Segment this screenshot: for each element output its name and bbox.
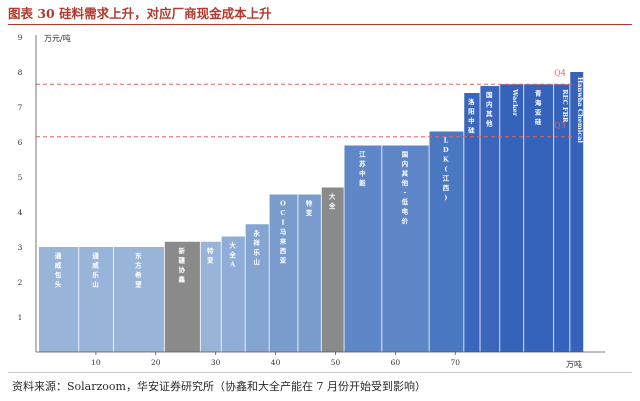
bar-label: 通威乐山 bbox=[92, 251, 99, 289]
bar-1 bbox=[38, 247, 79, 352]
bar-label: Hanwha Chemical bbox=[576, 77, 584, 143]
bar-label: 大全 A bbox=[228, 241, 236, 269]
bar-11 bbox=[344, 145, 382, 352]
x-tick-label: 40 bbox=[271, 358, 281, 367]
bar-9 bbox=[298, 194, 321, 352]
bar-label: L D K (江西) bbox=[443, 137, 450, 202]
reference-label: Q3 bbox=[554, 121, 566, 130]
bar-15 bbox=[480, 86, 500, 352]
bar-8 bbox=[269, 194, 298, 352]
bar-label: 国内其他 bbox=[485, 90, 493, 128]
x-tick-label: 30 bbox=[211, 358, 221, 367]
bar-label: REC FBR bbox=[561, 89, 569, 123]
reference-lines-layer: Q4 Q3 bbox=[36, 68, 575, 138]
bar-label: 江苏中能 bbox=[359, 150, 366, 188]
source-note: 资料来源：Solarzoom，华安证券研究所（协鑫和大全产能在 7 月份开始受到… bbox=[12, 380, 426, 393]
title-divider bbox=[8, 24, 632, 25]
y-axis-label: 万元/吨 bbox=[44, 33, 71, 43]
y-ticks-layer: 1 2 3 4 5 6 7 8 9 bbox=[18, 33, 23, 322]
bar-2 bbox=[79, 247, 114, 352]
reference-label: Q4 bbox=[554, 68, 566, 77]
x-tick-label: 60 bbox=[391, 358, 401, 367]
bar-17 bbox=[524, 84, 554, 352]
bar-10 bbox=[321, 187, 344, 352]
footer-divider bbox=[8, 372, 632, 373]
bar-18 bbox=[554, 84, 570, 352]
bar-label: Wacker bbox=[511, 88, 519, 117]
bar-label: 青海亚硅 bbox=[535, 88, 542, 126]
bar-label: 东方希望 bbox=[135, 251, 142, 289]
bar-label: 洛阳中硅 bbox=[468, 97, 475, 135]
bar-16 bbox=[500, 84, 524, 352]
y-tick-label: 5 bbox=[18, 173, 23, 182]
axes-layer: 10 20 30 40 50 60 70 bbox=[35, 35, 605, 367]
bar-label: 国内其他-低电价 bbox=[401, 150, 409, 226]
y-tick-label: 6 bbox=[18, 138, 23, 147]
x-tick-label: 50 bbox=[331, 358, 341, 367]
bar-14 bbox=[464, 93, 480, 352]
bar-13 bbox=[429, 131, 464, 352]
x-tick-label: 20 bbox=[151, 358, 161, 367]
y-tick-label: 8 bbox=[18, 68, 23, 77]
y-tick-label: 3 bbox=[18, 243, 23, 252]
y-tick-label: 7 bbox=[18, 103, 23, 112]
figure-title: 图表 30 硅料需求上升，对应厂商现金成本上升 bbox=[8, 6, 272, 21]
bar-3 bbox=[113, 247, 164, 352]
bar-6 bbox=[221, 236, 245, 352]
bar-label: 新疆协鑫 bbox=[177, 246, 185, 284]
y-tick-label: 2 bbox=[18, 278, 23, 287]
y-tick-label: 9 bbox=[18, 33, 23, 42]
bar-7 bbox=[245, 224, 269, 352]
y-tick-label: 1 bbox=[18, 313, 23, 322]
bar-12 bbox=[382, 145, 429, 352]
x-axis-label: 万吨 bbox=[566, 359, 582, 369]
bar-19 bbox=[570, 72, 584, 352]
x-tick-label: 70 bbox=[450, 358, 460, 367]
y-tick-label: 4 bbox=[18, 208, 23, 217]
bar-4 bbox=[164, 241, 200, 352]
bar-label: 特变 bbox=[306, 199, 313, 218]
x-tick-label: 10 bbox=[91, 358, 101, 367]
bar-label: 通威包头 bbox=[55, 251, 62, 289]
bar-label: 大全 bbox=[328, 192, 336, 211]
bar-label: O C I 马来西亚 bbox=[279, 200, 287, 265]
bar-5 bbox=[200, 241, 221, 352]
bar-label: 永祥乐山 bbox=[252, 228, 260, 266]
bar-label: 特变 bbox=[207, 246, 214, 265]
